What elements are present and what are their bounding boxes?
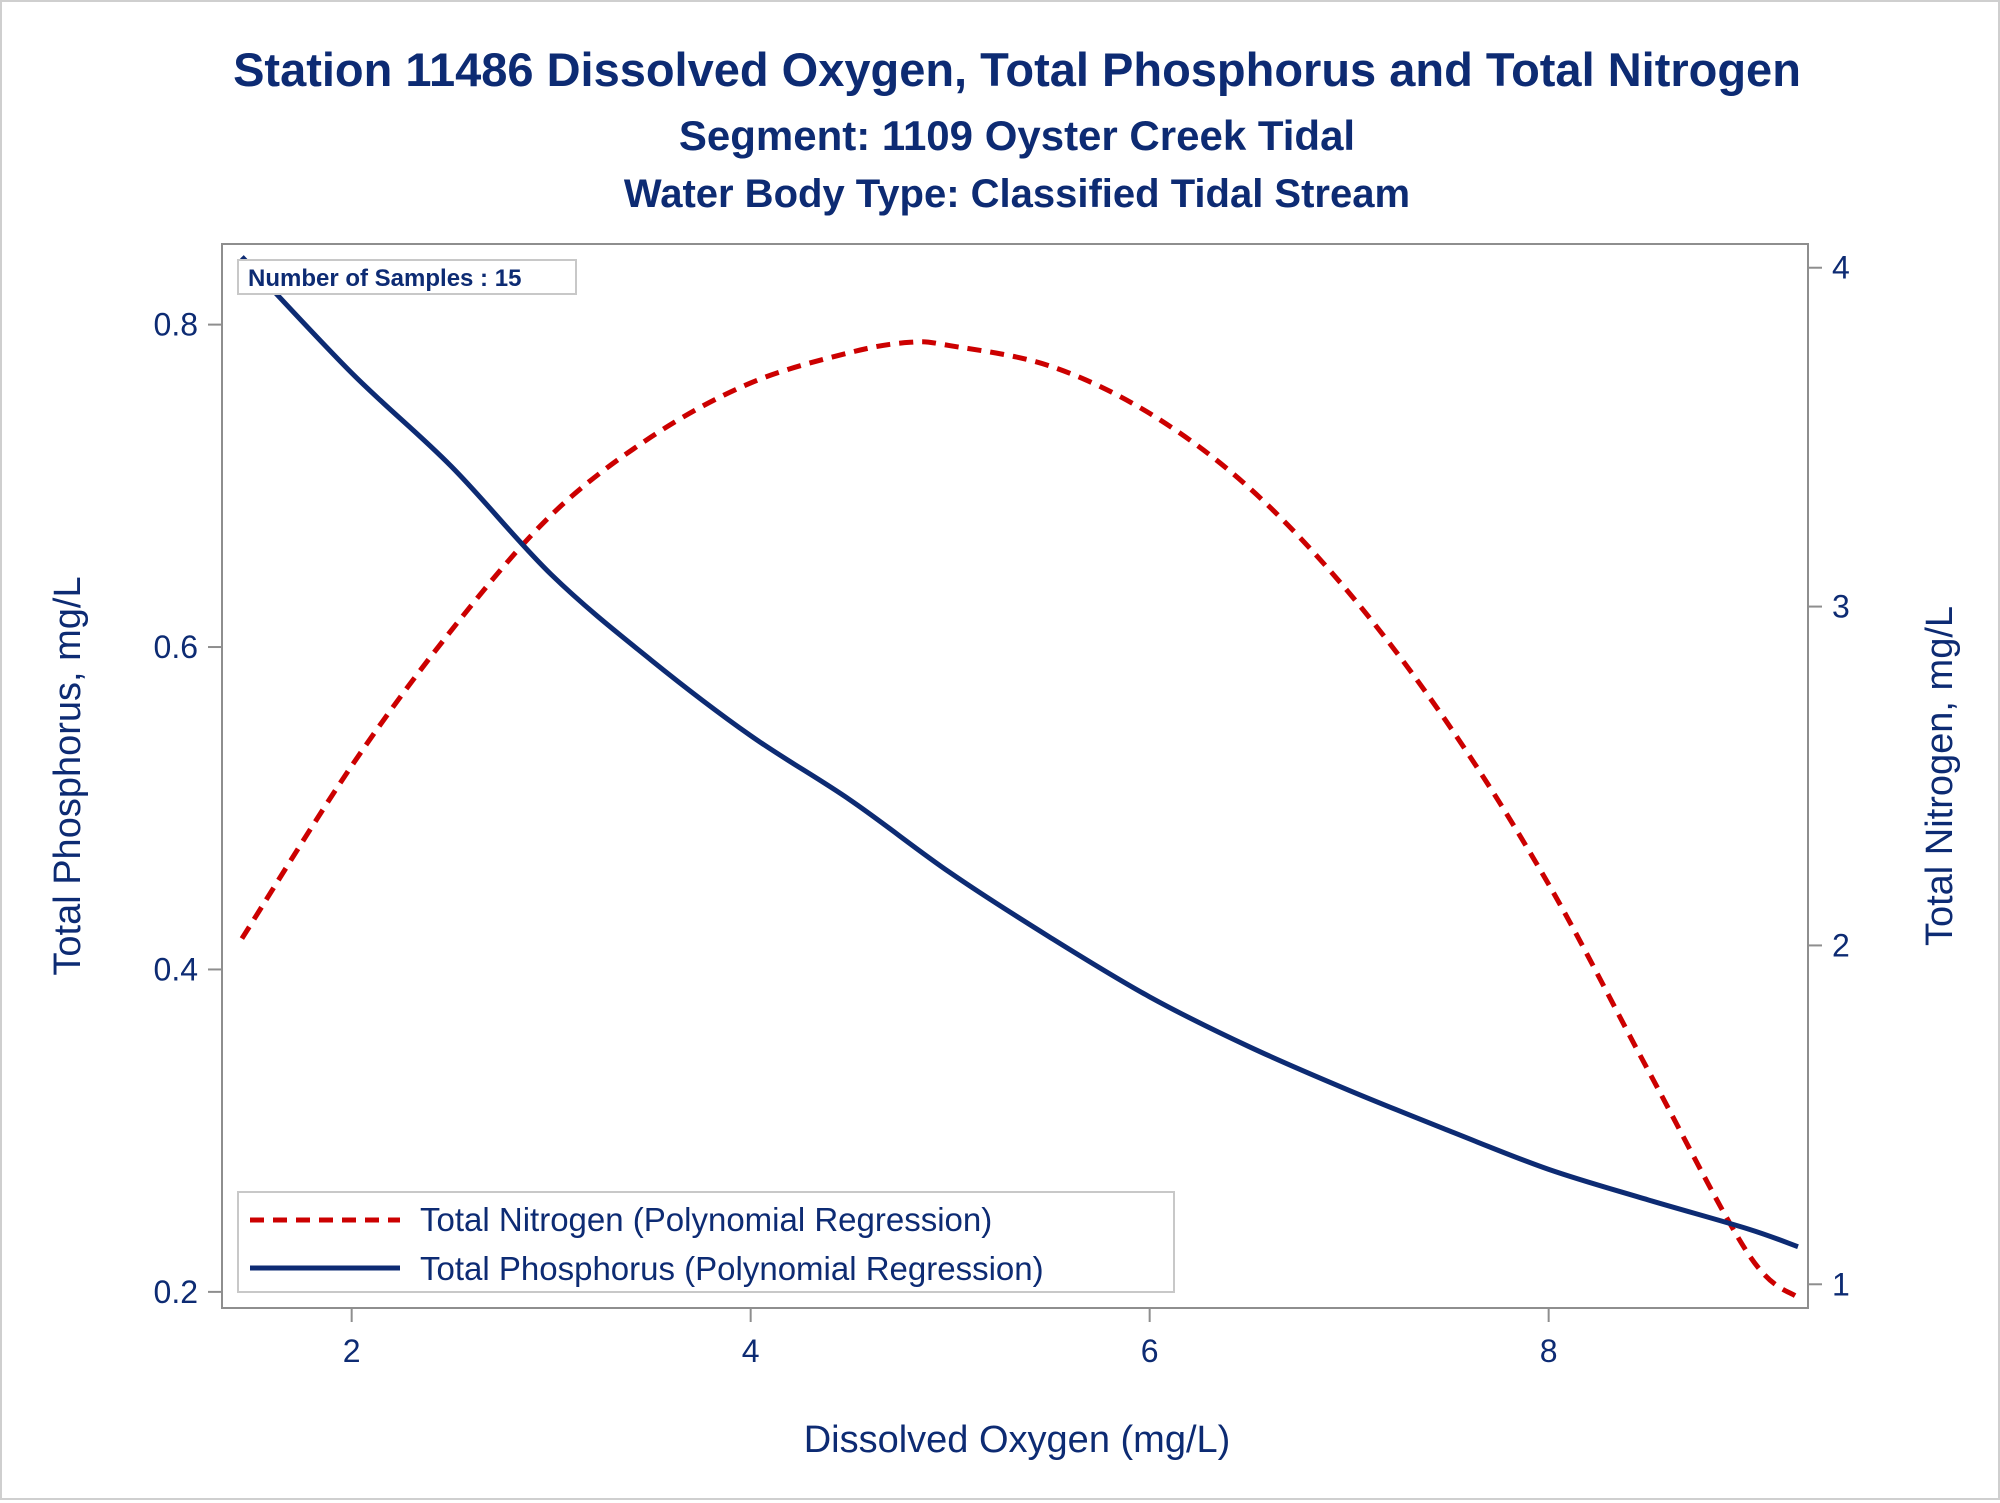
x-tick-label: 6 bbox=[1141, 1333, 1159, 1369]
x-axis: 2 4 6 8 bbox=[343, 1308, 1558, 1369]
x-tick-label: 4 bbox=[742, 1333, 760, 1369]
series-layer bbox=[239, 255, 1800, 1300]
legend-label-phosphorus: Total Phosphorus (Polynomial Regression) bbox=[420, 1250, 1044, 1287]
plot-area-border bbox=[221, 243, 1809, 1309]
y-axis-right-label: Total Nitrogen, mg/L bbox=[1919, 606, 1961, 946]
chart-title: Station 11486 Dissolved Oxygen, Total Ph… bbox=[233, 43, 1801, 96]
y-axis-left-label: Total Phosphorus, mg/L bbox=[47, 576, 89, 975]
samples-note: Number of Samples : 15 bbox=[237, 259, 577, 295]
y-left-tick-label: 0.2 bbox=[154, 1274, 198, 1310]
x-tick-label: 2 bbox=[343, 1333, 361, 1369]
y-right-tick-label: 4 bbox=[1832, 250, 1850, 286]
samples-note-text: Number of Samples : 15 bbox=[248, 265, 521, 292]
x-axis-label: Dissolved Oxygen (mg/L) bbox=[804, 1419, 1231, 1461]
legend-label-nitrogen: Total Nitrogen (Polynomial Regression) bbox=[420, 1201, 992, 1238]
y-left-tick-label: 0.4 bbox=[154, 951, 198, 987]
legend-box bbox=[237, 1191, 1175, 1293]
chart-subtitle-2: Water Body Type: Classified Tidal Stream bbox=[624, 172, 1410, 216]
y-right-tick-label: 3 bbox=[1832, 589, 1850, 625]
y-axis-right: 1 2 3 4 bbox=[1808, 250, 1850, 1302]
y-left-tick-label: 0.6 bbox=[154, 629, 198, 665]
chart-subtitle: Segment: 1109 Oyster Creek Tidal bbox=[679, 112, 1355, 159]
series-line-total-nitrogen bbox=[239, 339, 1800, 1300]
y-axis-left: 0.2 0.4 0.6 0.8 bbox=[154, 307, 222, 1310]
samples-note-box bbox=[237, 259, 577, 295]
y-left-tick-label: 0.8 bbox=[154, 307, 198, 343]
legend: Total Nitrogen (Polynomial Regression) T… bbox=[237, 1191, 1175, 1293]
y-right-tick-label: 2 bbox=[1832, 927, 1850, 963]
x-tick-label: 8 bbox=[1540, 1333, 1558, 1369]
y-right-tick-label: 1 bbox=[1832, 1266, 1850, 1302]
series-line-total-phosphorus bbox=[240, 255, 1799, 1250]
